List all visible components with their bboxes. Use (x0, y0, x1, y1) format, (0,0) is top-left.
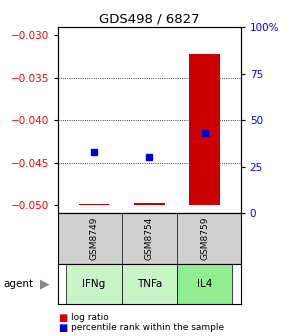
Text: agent: agent (3, 279, 33, 289)
Bar (134, 203, 165, 205)
Text: TNFa: TNFa (137, 279, 162, 289)
Bar (177, 264, 232, 304)
Title: GDS498 / 6827: GDS498 / 6827 (99, 13, 200, 26)
Text: GSM8759: GSM8759 (200, 217, 209, 260)
Text: ■: ■ (58, 323, 67, 333)
Text: IL4: IL4 (197, 279, 212, 289)
Text: ■: ■ (58, 312, 67, 323)
Bar (122, 264, 177, 304)
Bar (189, 54, 220, 205)
Text: log ratio: log ratio (71, 313, 109, 322)
Text: ▶: ▶ (40, 278, 50, 290)
Bar (66, 264, 122, 304)
Text: GSM8749: GSM8749 (90, 217, 99, 260)
Text: GSM8754: GSM8754 (145, 217, 154, 260)
Text: IFNg: IFNg (82, 279, 106, 289)
Text: percentile rank within the sample: percentile rank within the sample (71, 323, 224, 332)
Bar (79, 204, 109, 205)
